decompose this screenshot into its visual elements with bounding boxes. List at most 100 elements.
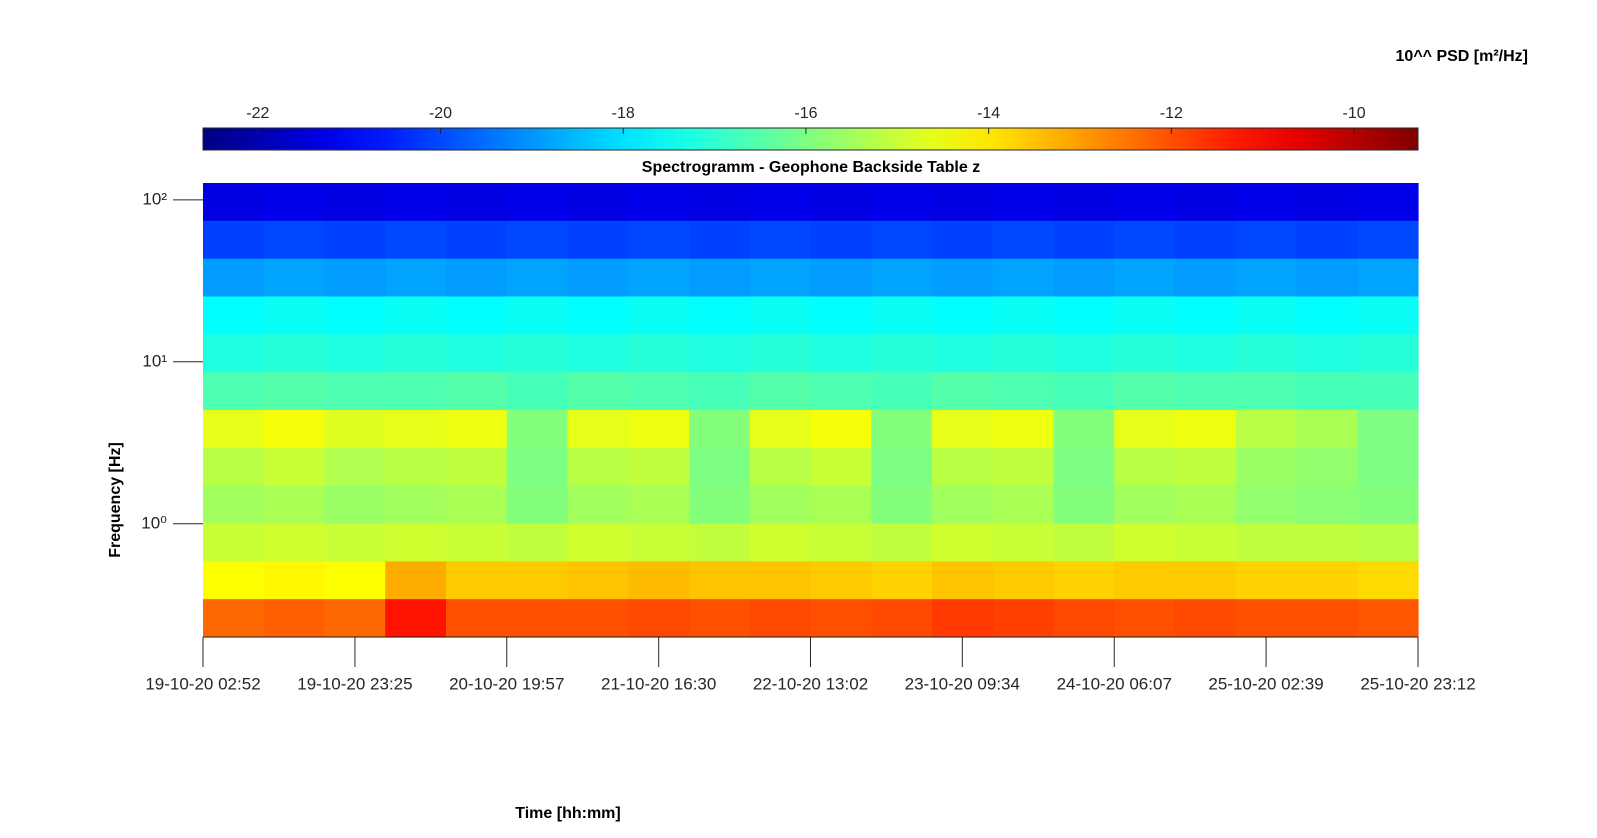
heatmap-cell xyxy=(385,372,447,411)
heatmap-cell xyxy=(932,447,994,487)
x-tick-label: 19-10-20 02:52 xyxy=(145,674,260,693)
heatmap-cell xyxy=(567,296,629,335)
heatmap-cell xyxy=(932,561,994,600)
heatmap-cell xyxy=(810,296,872,335)
heatmap-cell xyxy=(1053,410,1115,449)
chart-title: Spectrogramm - Geophone Backside Table z xyxy=(642,159,980,176)
heatmap-cell xyxy=(992,334,1055,373)
heatmap-cell xyxy=(203,485,265,525)
heatmap-cell xyxy=(1357,561,1419,600)
spectrogram xyxy=(203,183,1419,638)
heatmap-cell xyxy=(567,523,629,562)
colorbar-tick-label: -12 xyxy=(1160,105,1183,122)
heatmap-cell xyxy=(628,561,690,600)
heatmap-cell xyxy=(385,599,447,638)
heatmap-cell xyxy=(749,410,812,449)
heatmap-cell xyxy=(810,561,872,600)
x-tick-label: 25-10-20 23:12 xyxy=(1360,674,1475,693)
heatmap-cell xyxy=(749,447,812,487)
heatmap-cell xyxy=(871,183,933,222)
heatmap-cell xyxy=(810,334,872,373)
heatmap-cell xyxy=(1357,220,1419,260)
y-tick-label: 10² xyxy=(142,189,167,208)
heatmap-cell xyxy=(1296,523,1358,562)
heatmap-cell xyxy=(932,485,994,525)
heatmap-cell xyxy=(810,220,872,260)
heatmap-cell xyxy=(1235,561,1298,600)
heatmap-cell xyxy=(506,334,569,373)
heatmap-cell xyxy=(506,220,569,260)
heatmap-cell xyxy=(1053,561,1115,600)
heatmap-cell xyxy=(1296,447,1358,487)
heatmap-cell xyxy=(1114,334,1176,373)
heatmap-cell xyxy=(1114,296,1176,335)
colorbar-tick-label: -14 xyxy=(977,105,1000,122)
heatmap-cell xyxy=(567,183,629,222)
colorbar-tick-label: -10 xyxy=(1342,105,1365,122)
heatmap-cell xyxy=(263,372,326,411)
heatmap-cell xyxy=(992,296,1055,335)
heatmap-cell xyxy=(810,523,872,562)
heatmap-cell xyxy=(567,220,629,260)
colorbar-tick-label: -16 xyxy=(794,105,817,122)
heatmap-cell xyxy=(446,183,508,222)
heatmap-cell xyxy=(689,447,751,487)
heatmap-cell xyxy=(1114,523,1176,562)
heatmap-cell xyxy=(446,372,508,411)
colorbar-label: 10^^ PSD [m²/Hz] xyxy=(1396,48,1528,65)
heatmap-cell xyxy=(567,334,629,373)
heatmap-cell xyxy=(749,485,812,525)
heatmap-cell xyxy=(446,220,508,260)
heatmap-cell xyxy=(628,599,690,638)
heatmap-cell xyxy=(324,561,386,600)
heatmap-cell xyxy=(871,485,933,525)
heatmap-cell xyxy=(1296,296,1358,335)
x-tick-label: 20-10-20 19:57 xyxy=(449,674,564,693)
heatmap-cell xyxy=(567,599,629,638)
heatmap-cell xyxy=(446,258,508,298)
heatmap-cell xyxy=(1357,258,1419,298)
heatmap-cell xyxy=(628,447,690,487)
heatmap-cell xyxy=(1175,372,1237,411)
heatmap-cell xyxy=(1175,220,1237,260)
heatmap-cell xyxy=(1114,258,1176,298)
heatmap-cell xyxy=(263,523,326,562)
heatmap-cell xyxy=(263,334,326,373)
heatmap-cell xyxy=(1235,372,1298,411)
heatmap-cell xyxy=(506,485,569,525)
heatmap-cell xyxy=(203,410,265,449)
heatmap-cell xyxy=(324,334,386,373)
heatmap-cell xyxy=(1114,183,1176,222)
x-tick-label: 21-10-20 16:30 xyxy=(601,674,716,693)
heatmap-cell xyxy=(932,372,994,411)
heatmap-cell xyxy=(1053,296,1115,335)
heatmap-cell xyxy=(385,410,447,449)
heatmap-cell xyxy=(992,561,1055,600)
heatmap-cell xyxy=(1235,599,1298,638)
heatmap-cell xyxy=(628,296,690,335)
heatmap-cell xyxy=(1175,410,1237,449)
heatmap-cell xyxy=(871,220,933,260)
heatmap-cell xyxy=(1296,183,1358,222)
heatmap-cell xyxy=(324,485,386,525)
heatmap-cell xyxy=(871,599,933,638)
heatmap-cell xyxy=(749,372,812,411)
heatmap-cell xyxy=(506,296,569,335)
heatmap-cell xyxy=(1053,447,1115,487)
x-axis-label: Time [hh:mm] xyxy=(515,805,620,822)
heatmap-cell xyxy=(203,447,265,487)
heatmap-cell xyxy=(932,183,994,222)
heatmap-cell xyxy=(446,599,508,638)
heatmap-cell xyxy=(1175,334,1237,373)
heatmap-cell xyxy=(506,523,569,562)
heatmap-cell xyxy=(263,220,326,260)
heatmap-cell xyxy=(749,523,812,562)
heatmap-cell xyxy=(263,561,326,600)
heatmap-cell xyxy=(1175,258,1237,298)
heatmap-cell xyxy=(506,447,569,487)
heatmap-cell xyxy=(385,334,447,373)
heatmap-cell xyxy=(992,258,1055,298)
heatmap-cell xyxy=(932,410,994,449)
heatmap-cell xyxy=(324,599,386,638)
heatmap-cell xyxy=(1114,485,1176,525)
